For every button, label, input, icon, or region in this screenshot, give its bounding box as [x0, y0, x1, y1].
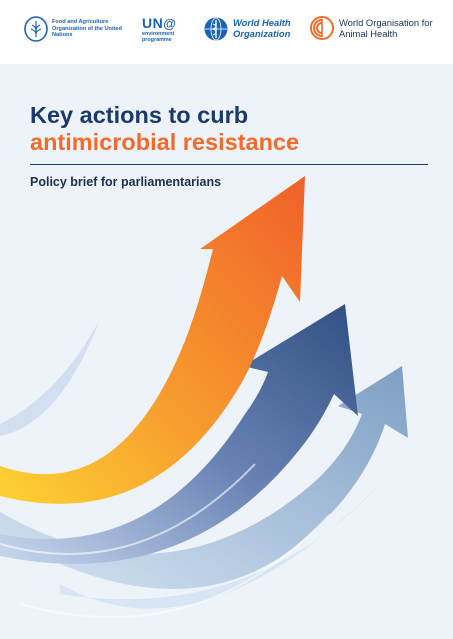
faint-swoosh [0, 319, 100, 436]
unep-name: environment programme [142, 31, 175, 43]
orange-arrow [0, 176, 305, 504]
navy-arrow [0, 304, 358, 564]
who-logo: World Health Organization [203, 16, 303, 42]
light-blue-arrow [0, 366, 408, 589]
woah-logo: World Organisation for Animal Health [310, 16, 439, 40]
rising-arrows-illustration [0, 176, 408, 619]
unep-logo: UN@ environment programme [142, 15, 190, 44]
page-title: Key actions to curb antimicrobial resist… [30, 102, 299, 156]
unep-mark: UN@ [142, 15, 177, 31]
title-divider [30, 164, 428, 165]
light-streak [0, 463, 256, 555]
who-emblem-icon [204, 17, 228, 41]
light-streak [19, 513, 331, 619]
subtitle: Policy brief for parliamentarians [30, 175, 222, 189]
fao-emblem-icon [24, 16, 48, 42]
woah-name: World Organisation for Animal Health [339, 16, 433, 39]
unep-at-icon: @ [163, 16, 177, 31]
who-name: World Health Organization [233, 17, 291, 39]
fao-name: Food and Agriculture Organization of the… [52, 19, 122, 39]
woah-emblem-icon [310, 16, 334, 40]
title-line-2: antimicrobial resistance [30, 129, 300, 156]
logo-header: Food and Agriculture Organization of the… [0, 0, 453, 64]
title-line-1: Key actions to curb [30, 102, 249, 128]
fao-logo: Food and Agriculture Organization of the… [24, 16, 122, 42]
